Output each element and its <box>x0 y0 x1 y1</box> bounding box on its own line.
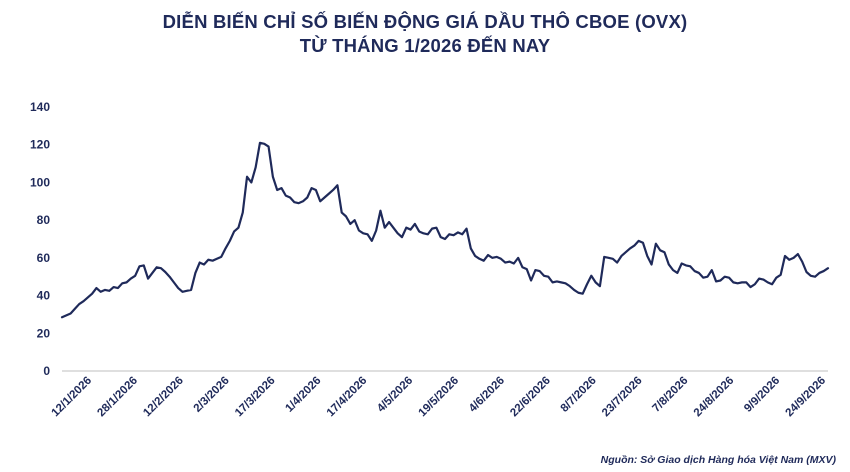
chart-title-line-1: DIỄN BIẾN CHỈ SỐ BIẾN ĐỘNG GIÁ DẦU THÔ C… <box>162 11 688 32</box>
x-tick-label: 12/2/2026 <box>141 375 186 420</box>
x-tick-label: 9/9/2026 <box>742 375 782 415</box>
x-tick-label: 1/4/2026 <box>283 375 323 415</box>
x-tick-label: 7/8/2026 <box>650 375 690 415</box>
y-tick-label: 20 <box>37 326 51 340</box>
x-tick-label: 8/7/2026 <box>559 375 599 415</box>
x-tick-label: 24/8/2026 <box>692 375 737 420</box>
x-tick-label: 17/3/2026 <box>233 375 278 420</box>
x-tick-label: 22/6/2026 <box>508 375 553 420</box>
x-axis-ticks: 12/1/2026 28/1/2026 12/2/2026 2/3/2026 17/3/… <box>49 375 828 420</box>
x-tick-label: 12/1/2026 <box>49 375 94 420</box>
y-tick-label: 0 <box>43 364 50 378</box>
y-tick-label: 140 <box>30 100 50 114</box>
y-tick-label: 120 <box>30 138 50 152</box>
y-tick-label: 60 <box>37 251 51 265</box>
source-note: Nguồn: Sở Giao dịch Hàng hóa Việt Nam (M… <box>600 454 836 466</box>
x-tick-label: 24/9/2026 <box>783 375 828 420</box>
chart-title-line-2: TỪ THÁNG 1/2026 ĐẾN NAY <box>299 35 551 56</box>
x-tick-label: 23/7/2026 <box>600 375 645 420</box>
y-tick-label: 40 <box>37 289 51 303</box>
x-tick-label: 19/5/2026 <box>416 375 461 420</box>
x-tick-label: 2/3/2026 <box>192 375 232 415</box>
y-tick-label: 80 <box>37 213 51 227</box>
x-tick-label: 4/6/2026 <box>467 375 507 415</box>
chart-title: DIỄN BIẾN CHỈ SỐ BIẾN ĐỘNG GIÁ DẦU THÔ C… <box>0 10 850 58</box>
y-axis-ticks: 0 20 40 60 80 100 120 140 <box>30 100 50 378</box>
x-tick-label: 4/5/2026 <box>375 375 415 415</box>
ovx-series-line <box>60 141 830 319</box>
x-tick-label: 17/4/2026 <box>325 375 370 420</box>
y-tick-label: 100 <box>30 175 50 189</box>
x-tick-label: 28/1/2026 <box>95 375 140 420</box>
